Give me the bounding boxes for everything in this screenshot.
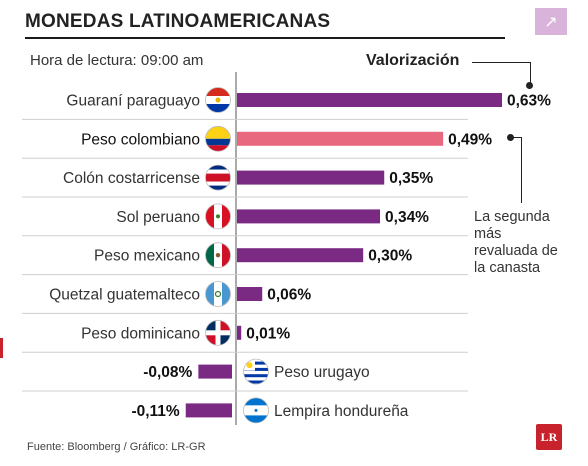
honduras-flag-icon xyxy=(243,397,269,424)
category-label: Peso dominicano xyxy=(81,325,200,342)
title-divider xyxy=(25,37,505,39)
bar xyxy=(237,325,242,340)
paraguay-flag-icon xyxy=(205,87,231,113)
value-label: -0,11% xyxy=(131,403,179,420)
bar xyxy=(237,248,364,263)
mexico-flag-icon xyxy=(205,242,231,269)
costa-rica-flag-icon xyxy=(205,164,231,191)
colombian-peso-note: La segunda más revaluada de la canasta xyxy=(474,209,558,276)
source-credit: Fuente: Bloomberg / Gráfico: LR-GR xyxy=(27,441,206,453)
valorizacion-leader-line xyxy=(472,62,530,63)
bar xyxy=(198,364,232,379)
lr-logo: LR xyxy=(536,424,562,450)
value-label: 0,49% xyxy=(448,131,492,148)
category-label: Guaraní paraguayo xyxy=(66,93,200,110)
bar xyxy=(185,403,232,418)
guatemala-flag-icon xyxy=(205,281,231,307)
bar xyxy=(237,93,502,107)
expand-button[interactable]: ↗ xyxy=(535,8,567,35)
category-label: Colón costarricense xyxy=(63,170,200,187)
peru-flag-icon xyxy=(205,203,231,230)
value-label: 0,34% xyxy=(385,209,429,226)
uruguay-flag-icon xyxy=(243,358,269,385)
value-label: 0,35% xyxy=(389,170,433,187)
bar xyxy=(237,209,381,224)
note-leader-line xyxy=(511,137,522,138)
category-label: Peso urugayo xyxy=(274,364,370,381)
note-leader-dot xyxy=(507,134,514,141)
bar xyxy=(237,170,385,185)
value-label: 0,30% xyxy=(368,248,412,265)
valorizacion-label: Valorización xyxy=(366,52,460,69)
edge-marker xyxy=(0,338,3,358)
value-label: 0,06% xyxy=(267,287,311,304)
category-label: Peso mexicano xyxy=(94,248,200,265)
reading-time: Hora de lectura: 09:00 am xyxy=(30,52,204,69)
category-label: Sol peruano xyxy=(116,209,200,226)
arrow-up-right-icon: ↗ xyxy=(544,13,558,31)
bar xyxy=(237,287,263,301)
value-label: 0,63% xyxy=(507,93,551,110)
chart-title: MONEDAS LATINOAMERICANAS xyxy=(25,11,331,32)
bar xyxy=(237,131,444,146)
category-label: Lempira hondureña xyxy=(274,403,409,420)
category-label: Peso colombiano xyxy=(81,131,200,148)
valorizacion-leader-dot xyxy=(526,82,533,89)
note-leader-line-vertical xyxy=(521,137,522,203)
colombia-flag-icon xyxy=(205,125,231,152)
valorizacion-leader-line-vertical xyxy=(530,62,531,84)
value-label: -0,08% xyxy=(143,364,192,381)
dominican-republic-flag-icon xyxy=(205,319,231,346)
value-label: 0,01% xyxy=(246,325,290,342)
category-label: Quetzal guatemalteco xyxy=(49,287,200,304)
